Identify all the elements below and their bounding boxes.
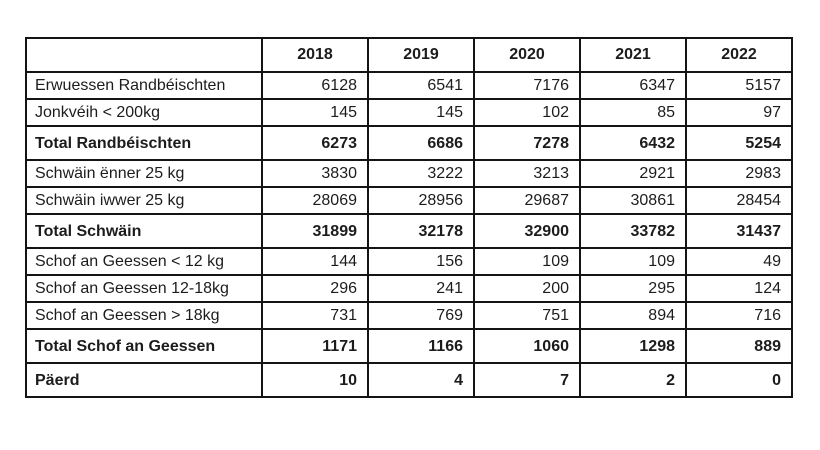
value-cell: 145 [261,98,369,127]
statistics-table-container: 2018 2019 2020 2021 2022 Erwuessen Randbéisc… [25,37,793,398]
value-cell: 3830 [261,159,369,188]
table-row: Schwäin iwwer 25 kg 28069 28956 29687 30861 2… [25,186,793,215]
table-header: 2018 2019 2020 2021 2022 [25,37,793,73]
table-row: Schwäin ënner 25 kg 3830 3222 3213 2921 2983 [25,159,793,188]
header-cell-year: 2019 [367,37,475,73]
table-row: Erwuessen Randbéischten 6128 6541 7176 6347 5… [25,71,793,100]
value-cell: 716 [685,301,793,330]
value-cell: 7176 [473,71,581,100]
livestock-statistics-table: 2018 2019 2020 2021 2022 Erwuessen Randbéisc… [25,37,793,398]
value-cell: 33782 [579,213,687,249]
value-cell: 200 [473,274,581,303]
table-row: Schof an Geessen < 12 kg 144 156 109 109 49 [25,247,793,276]
value-cell: 889 [685,328,793,364]
value-cell: 1171 [261,328,369,364]
value-cell: 3222 [367,159,475,188]
value-cell: 145 [367,98,475,127]
value-cell: 102 [473,98,581,127]
value-cell: 144 [261,247,369,276]
header-cell-year: 2018 [261,37,369,73]
row-label: Schof an Geessen 12-18kg [25,274,263,303]
value-cell: 7278 [473,125,581,161]
value-cell: 124 [685,274,793,303]
table-row: Total Schof an Geessen 1171 1166 1060 1298 88… [25,328,793,364]
row-label: Schof an Geessen < 12 kg [25,247,263,276]
value-cell: 241 [367,274,475,303]
value-cell: 28454 [685,186,793,215]
value-cell: 109 [579,247,687,276]
header-cell-blank [25,37,263,73]
value-cell: 751 [473,301,581,330]
value-cell: 2 [579,362,687,398]
table-row: Päerd 10 4 7 2 0 [25,362,793,398]
header-cell-year: 2020 [473,37,581,73]
table-row: Jonkvéih < 200kg 145 145 102 85 97 [25,98,793,127]
row-label: Erwuessen Randbéischten [25,71,263,100]
value-cell: 6347 [579,71,687,100]
value-cell: 5157 [685,71,793,100]
value-cell: 769 [367,301,475,330]
value-cell: 10 [261,362,369,398]
value-cell: 731 [261,301,369,330]
row-label: Total Schof an Geessen [25,328,263,364]
value-cell: 7 [473,362,581,398]
value-cell: 30861 [579,186,687,215]
value-cell: 6541 [367,71,475,100]
value-cell: 0 [685,362,793,398]
value-cell: 3213 [473,159,581,188]
value-cell: 4 [367,362,475,398]
row-label: Päerd [25,362,263,398]
row-label: Schwäin ënner 25 kg [25,159,263,188]
value-cell: 31899 [261,213,369,249]
value-cell: 156 [367,247,475,276]
value-cell: 49 [685,247,793,276]
value-cell: 1298 [579,328,687,364]
row-label: Schof an Geessen > 18kg [25,301,263,330]
value-cell: 2921 [579,159,687,188]
row-label: Schwäin iwwer 25 kg [25,186,263,215]
value-cell: 85 [579,98,687,127]
value-cell: 97 [685,98,793,127]
value-cell: 29687 [473,186,581,215]
value-cell: 109 [473,247,581,276]
value-cell: 1166 [367,328,475,364]
header-row: 2018 2019 2020 2021 2022 [25,37,793,73]
value-cell: 6686 [367,125,475,161]
value-cell: 28956 [367,186,475,215]
table-row: Total Randbéischten 6273 6686 7278 6432 5254 [25,125,793,161]
row-label: Total Schwäin [25,213,263,249]
value-cell: 32178 [367,213,475,249]
table-row: Schof an Geessen 12-18kg 296 241 200 295 124 [25,274,793,303]
table-body: Erwuessen Randbéischten 6128 6541 7176 6347 5… [25,71,793,398]
header-cell-year: 2021 [579,37,687,73]
value-cell: 6273 [261,125,369,161]
table-row: Schof an Geessen > 18kg 731 769 751 894 716 [25,301,793,330]
table-row: Total Schwäin 31899 32178 32900 33782 31437 [25,213,793,249]
value-cell: 1060 [473,328,581,364]
header-cell-year: 2022 [685,37,793,73]
value-cell: 296 [261,274,369,303]
row-label: Jonkvéih < 200kg [25,98,263,127]
value-cell: 6432 [579,125,687,161]
value-cell: 32900 [473,213,581,249]
value-cell: 6128 [261,71,369,100]
value-cell: 295 [579,274,687,303]
value-cell: 28069 [261,186,369,215]
value-cell: 31437 [685,213,793,249]
value-cell: 5254 [685,125,793,161]
value-cell: 894 [579,301,687,330]
row-label: Total Randbéischten [25,125,263,161]
value-cell: 2983 [685,159,793,188]
